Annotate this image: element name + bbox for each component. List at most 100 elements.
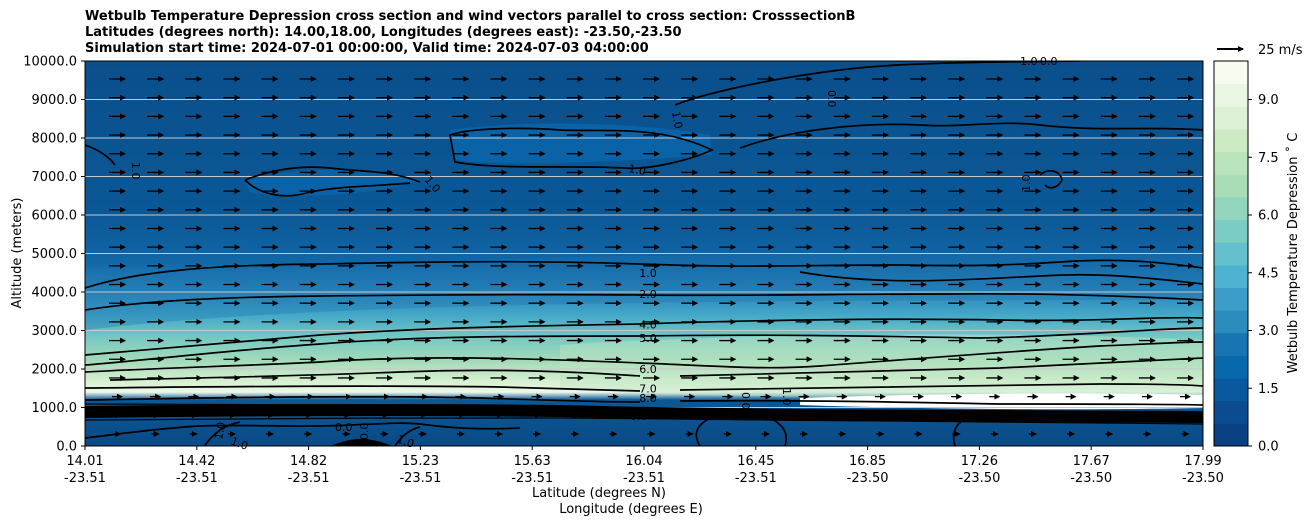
colorbar-tick-label: 4.5 [1258,266,1279,281]
y-tick-label: 10000.0 [23,55,77,70]
inline-label: 1.0 [627,162,646,178]
title-line-3: Simulation start time: 2024-07-01 00:00:… [85,41,649,56]
colorbar-tick-label: 7.5 [1258,151,1279,166]
inline-label: 1.0 [780,388,793,406]
driest-core [800,393,1203,410]
contour-low-5 [952,413,981,446]
y-tick-label: 6000.0 [32,209,78,224]
contour-7 [85,383,1203,392]
y-tick-label: 0.0 [56,440,77,455]
colorbar-band [1214,378,1248,402]
contour-upper-4 [449,127,715,170]
colorbar-band [1214,83,1248,107]
gridlines [85,99,1203,408]
x-tick-label-lat: 15.63 [514,454,551,469]
colorbar-band [1214,151,1248,175]
colorbar-band [1214,310,1248,334]
x-tick-label-lon: -23.51 [511,471,553,486]
colorbar-tick-label: 9.0 [1258,93,1279,108]
y-tick-label: 1000.0 [32,401,78,416]
colorbar-band [1214,196,1248,221]
colorbar-band [1214,355,1248,379]
y-tick-label: 3000.0 [32,324,78,339]
colorbar-bands [1214,61,1248,447]
colorbar-tick-label: 3.0 [1258,324,1279,339]
quiver-key: 25 m/s [1217,43,1303,58]
contour-label: 2.0 [639,288,657,301]
x-tick-label-lat: 15.23 [402,454,439,469]
x-tick-label-lon: -23.51 [64,471,106,486]
contour-dense-edge-top [85,403,561,409]
x-tick-label-lat: 14.01 [66,454,103,469]
colorbar-label: Wetbulb Temperature Depression ˚ C [1285,133,1301,374]
colorbar-band [1214,423,1248,447]
contour-upper-7 [1039,170,1063,189]
contour-2 [85,292,1203,311]
y-tick-label: 8000.0 [32,132,78,147]
quiver-key-label: 25 m/s [1258,43,1303,58]
inline-label: 0.0 [825,90,838,108]
x-tick-label-lon: -23.50 [1070,471,1112,486]
contour-label: 7.0 [639,382,657,395]
colorbar-band [1214,174,1248,198]
contour-label: 1.0 [639,267,657,280]
colorbar-band [1214,400,1248,424]
contour-upper-6 [739,122,1203,149]
contour-1b [799,271,1203,285]
x-tick-label-lon: -23.51 [399,471,441,486]
inline-label: 1.0 [669,110,685,129]
y-tick-label: 2000.0 [32,363,78,378]
x-tick-label-lon: -23.51 [735,471,777,486]
colorbar-tick-label: 0.0 [1258,440,1279,455]
contour-low-2 [204,421,241,446]
colorbar-band [1214,106,1248,130]
title-line-1: Wetbulb Temperature Depression cross sec… [85,9,856,24]
contour-label: 8.0 [639,392,657,405]
colorbar-band [1214,287,1248,311]
inline-label: 1.0 [129,162,142,180]
colorbar: 0.0 1.5 3.0 4.5 6.0 7.5 9.0 Wetbulb Temperatur… [1213,60,1301,455]
y-tick-label: 4000.0 [32,286,78,301]
x-tick-label-lat: 14.82 [290,454,327,469]
x-tick-label-lon: -23.51 [176,471,218,486]
contour-5 [85,341,1203,373]
contour-label: 4.0 [639,319,657,332]
x-tick-label-lon: -23.51 [288,471,330,486]
y-axis-label: Altitude (meters) [10,198,25,309]
colorbar-band [1214,332,1248,356]
inline-label: 1.0 [212,421,228,440]
colorbar-band [1214,264,1248,288]
x-tick-label-lat: 17.26 [961,454,998,469]
x-tick-label-lon: -23.50 [1182,471,1224,486]
inline-label: 0.0 [358,423,371,441]
x-axis: 14.01 -23.51 14.42 -23.51 14.82 -23.51 15.23 -2… [64,446,1224,486]
colorbar-band [1214,61,1248,85]
contour-3 [85,316,1203,356]
contour-low-1 [85,422,521,439]
inline-label: 0.0 [630,410,648,423]
contour-labels: 1.0 2.0 4.05.0 6.0 7.08.0 [639,267,657,405]
contour-4 [85,327,1203,366]
colorbar-tick-label: 1.5 [1258,382,1279,397]
inline-label: 0.0 [739,392,752,410]
contour-label: 6.0 [639,363,657,376]
inline-label: 1.0 [1020,175,1033,193]
x-tick-label-lat: 16.04 [625,454,662,469]
surface-hill [330,438,392,446]
x-axis-label-lat: Latitude (degrees N) [532,486,666,501]
colorbar-ticks: 0.0 1.5 3.0 4.5 6.0 7.5 9.0 [1248,93,1279,455]
x-tick-label-lat: 16.85 [849,454,886,469]
colorbar-band [1214,219,1248,243]
y-axis: 0.0 1000.0 2000.0 3000.0 4000.0 5000.0 6000.0 7… [23,55,85,455]
colorbar-band [1214,128,1248,153]
colorbar-frame [1213,60,1249,447]
inline-label: 0.0 [335,421,353,434]
x-tick-label-lat: 17.99 [1184,454,1221,469]
colorbar-tick-label: 6.0 [1258,209,1279,224]
colorbar-band [1214,242,1248,266]
x-tick-label-lat: 16.45 [737,454,774,469]
x-tick-label-lon: -23.51 [623,471,665,486]
y-tick-label: 5000.0 [32,247,78,262]
x-tick-label-lon: -23.50 [847,471,889,486]
contour-label: 5.0 [639,332,657,345]
